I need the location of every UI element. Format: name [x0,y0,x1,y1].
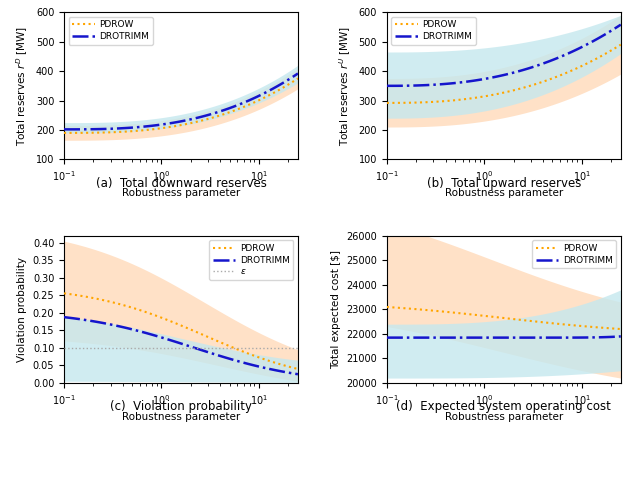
DROTRIMM [544,335,552,341]
PDROW [568,322,575,328]
DROTRIMM [109,322,117,328]
DROTRIMM [432,335,440,341]
Line: DROTRIMM: DROTRIMM [64,74,298,129]
PDROW [60,130,68,136]
Line: PDROW: PDROW [387,45,621,103]
Line: PDROW: PDROW [64,79,298,133]
PDROW [432,99,440,105]
PDROW [617,42,625,48]
DROTRIMM [294,71,302,77]
Text: (a)  Total downward reserves: (a) Total downward reserves [95,177,266,190]
DROTRIMM [446,335,454,341]
DROTRIMM [513,335,520,341]
PDROW [190,328,198,334]
$\epsilon$ [157,345,165,351]
DROTRIMM [60,314,68,320]
DROTRIMM [245,98,253,104]
Text: (c)  Violation probability: (c) Violation probability [110,400,252,413]
Line: DROTRIMM: DROTRIMM [387,336,621,338]
PDROW [286,81,294,86]
DROTRIMM [513,69,520,75]
PDROW [294,366,302,372]
X-axis label: Robustness parameter: Robustness parameter [445,189,563,198]
DROTRIMM [609,334,617,340]
X-axis label: Robustness parameter: Robustness parameter [122,189,240,198]
Line: DROTRIMM: DROTRIMM [387,25,621,86]
Text: (b)  Total upward reserves: (b) Total upward reserves [427,177,581,190]
DROTRIMM [446,81,454,86]
PDROW [294,76,302,82]
DROTRIMM [286,76,294,82]
PDROW [123,303,131,309]
PDROW [609,47,617,53]
PDROW [383,100,390,106]
Y-axis label: Violation probability: Violation probability [17,257,27,362]
PDROW [609,326,617,331]
DROTRIMM [544,59,552,65]
PDROW [286,364,294,370]
Line: PDROW: PDROW [64,293,298,369]
DROTRIMM [432,82,440,87]
DROTRIMM [286,370,294,376]
DROTRIMM [568,335,575,341]
PDROW [446,309,454,315]
PDROW [123,129,131,135]
Y-axis label: Total reserves $r^U$ [MW]: Total reserves $r^U$ [MW] [337,26,353,146]
Y-axis label: Total expected cost [$]: Total expected cost [$] [331,250,340,369]
DROTRIMM [190,345,198,351]
DROTRIMM [221,107,229,112]
X-axis label: Robustness parameter: Robustness parameter [445,412,563,422]
PDROW [432,308,440,314]
DROTRIMM [609,27,617,32]
Legend: PDROW, DROTRIMM: PDROW, DROTRIMM [68,17,153,45]
PDROW [544,320,552,326]
DROTRIMM [617,333,625,339]
Legend: PDROW, DROTRIMM, $\epsilon$: PDROW, DROTRIMM, $\epsilon$ [209,241,293,280]
PDROW [109,129,117,135]
DROTRIMM [383,83,390,89]
DROTRIMM [568,49,575,55]
DROTRIMM [221,355,229,360]
DROTRIMM [190,116,198,122]
PDROW [221,111,229,117]
PDROW [568,68,575,74]
DROTRIMM [294,371,302,377]
DROTRIMM [123,125,131,131]
Line: PDROW: PDROW [387,307,621,329]
DROTRIMM [123,325,131,331]
PDROW [190,119,198,125]
DROTRIMM [245,361,253,367]
PDROW [513,86,520,92]
DROTRIMM [383,335,390,341]
PDROW [544,77,552,83]
DROTRIMM [617,22,625,27]
DROTRIMM [60,126,68,132]
PDROW [383,304,390,310]
Line: DROTRIMM: DROTRIMM [64,317,298,374]
X-axis label: Robustness parameter: Robustness parameter [122,412,240,422]
Legend: PDROW, DROTRIMM: PDROW, DROTRIMM [392,17,476,45]
PDROW [60,290,68,296]
PDROW [617,326,625,332]
Text: (d)  Expected system operating cost: (d) Expected system operating cost [396,400,611,413]
PDROW [446,98,454,104]
DROTRIMM [109,126,117,132]
Y-axis label: Total reserves $r^D$ [MW]: Total reserves $r^D$ [MW] [15,26,30,146]
PDROW [245,102,253,108]
PDROW [109,300,117,305]
PDROW [221,341,229,347]
PDROW [245,351,253,356]
PDROW [513,317,520,323]
Legend: PDROW, DROTRIMM: PDROW, DROTRIMM [532,241,616,268]
